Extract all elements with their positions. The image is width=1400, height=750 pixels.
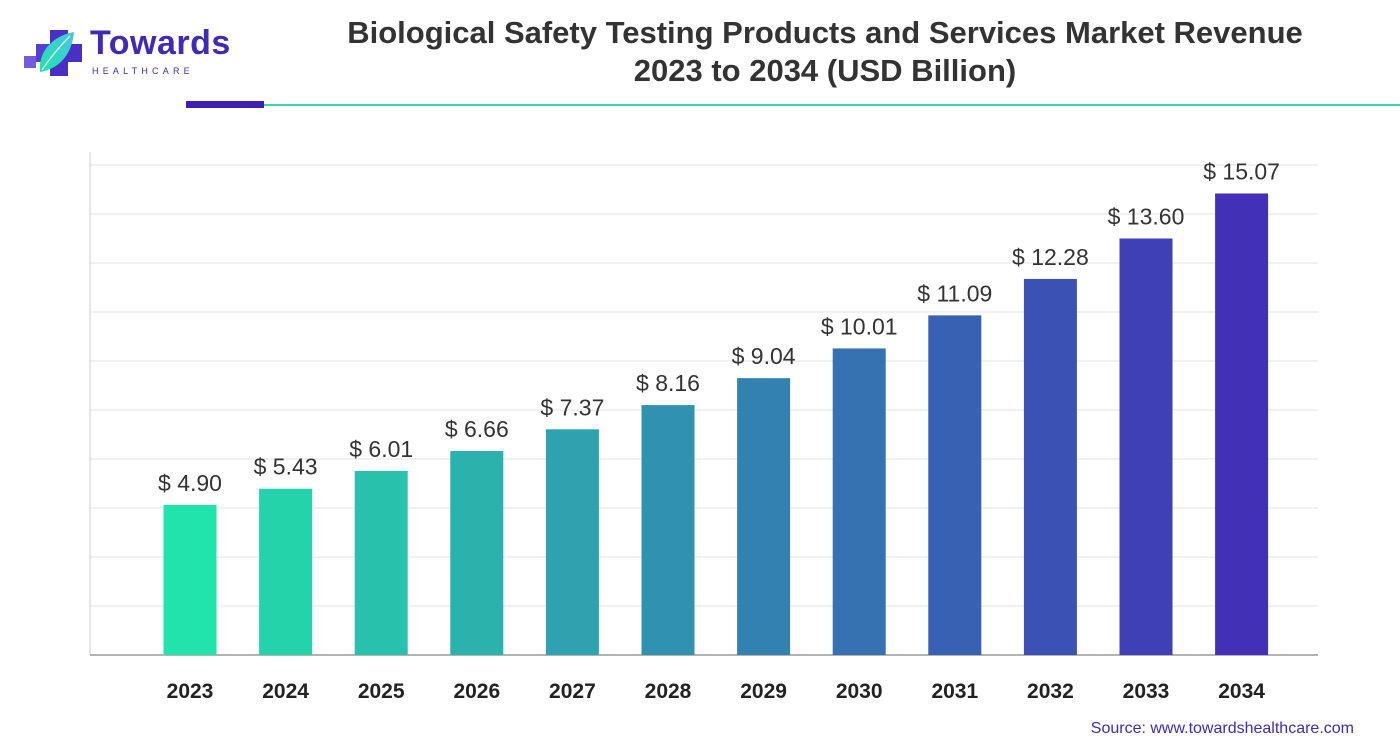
- header-accent-bar: [186, 101, 264, 108]
- x-tick-label-2029: 2029: [740, 680, 787, 703]
- data-label-2025: $ 6.01: [349, 436, 413, 462]
- x-tick-label-2033: 2033: [1123, 680, 1170, 703]
- chart-title: Biological Safety Testing Products and S…: [260, 14, 1390, 90]
- bar-2025: [354, 470, 408, 655]
- data-label-2033: $ 13.60: [1108, 204, 1185, 230]
- x-tick-label-2025: 2025: [358, 680, 405, 703]
- chart-title-line1: Biological Safety Testing Products and S…: [347, 15, 1303, 50]
- data-label-2026: $ 6.66: [445, 416, 509, 442]
- data-label-2027: $ 7.37: [540, 394, 604, 420]
- data-label-2028: $ 8.16: [636, 370, 700, 396]
- data-label-2032: $ 12.28: [1012, 244, 1089, 270]
- x-tick-label-2026: 2026: [453, 680, 500, 703]
- data-label-2029: $ 9.04: [732, 343, 796, 369]
- brand-logo[interactable]: Towards HEALTHCARE: [22, 22, 232, 82]
- header-divider: [264, 104, 1400, 106]
- x-tick-label-2027: 2027: [549, 680, 596, 703]
- bar-2027: [545, 429, 599, 655]
- bar-2029: [737, 378, 791, 655]
- x-tick-label-2023: 2023: [167, 680, 214, 703]
- data-label-2034: $ 15.07: [1203, 158, 1280, 184]
- cross-leaf-icon: [24, 30, 82, 76]
- chart-title-line2: 2023 to 2034 (USD Billion): [633, 53, 1017, 88]
- bar-2023: [163, 504, 217, 655]
- bar-2032: [1023, 278, 1077, 655]
- x-tick-label-2034: 2034: [1218, 680, 1265, 703]
- bar-2026: [450, 451, 504, 655]
- bar-2033: [1119, 238, 1173, 655]
- data-label-2030: $ 10.01: [821, 313, 898, 339]
- data-label-2024: $ 5.43: [254, 454, 318, 480]
- bar-2031: [928, 315, 982, 655]
- data-label-2023: $ 4.90: [158, 470, 222, 496]
- source-note: Source: www.towardshealthcare.com: [1090, 720, 1354, 737]
- x-tick-label-2032: 2032: [1027, 680, 1074, 703]
- x-tick-label-2031: 2031: [931, 680, 978, 703]
- x-tick-label-2030: 2030: [836, 680, 883, 703]
- x-tick-label-2024: 2024: [262, 680, 309, 703]
- logo-subtitle: HEALTHCARE: [92, 66, 194, 76]
- logo-wordmark: Towards: [90, 24, 231, 62]
- x-tick-label-2028: 2028: [645, 680, 692, 703]
- data-label-2031: $ 11.09: [917, 280, 992, 306]
- bar-2030: [832, 348, 886, 655]
- bar-2034: [1215, 193, 1269, 655]
- bar-2028: [641, 405, 695, 655]
- bar-2024: [259, 488, 313, 655]
